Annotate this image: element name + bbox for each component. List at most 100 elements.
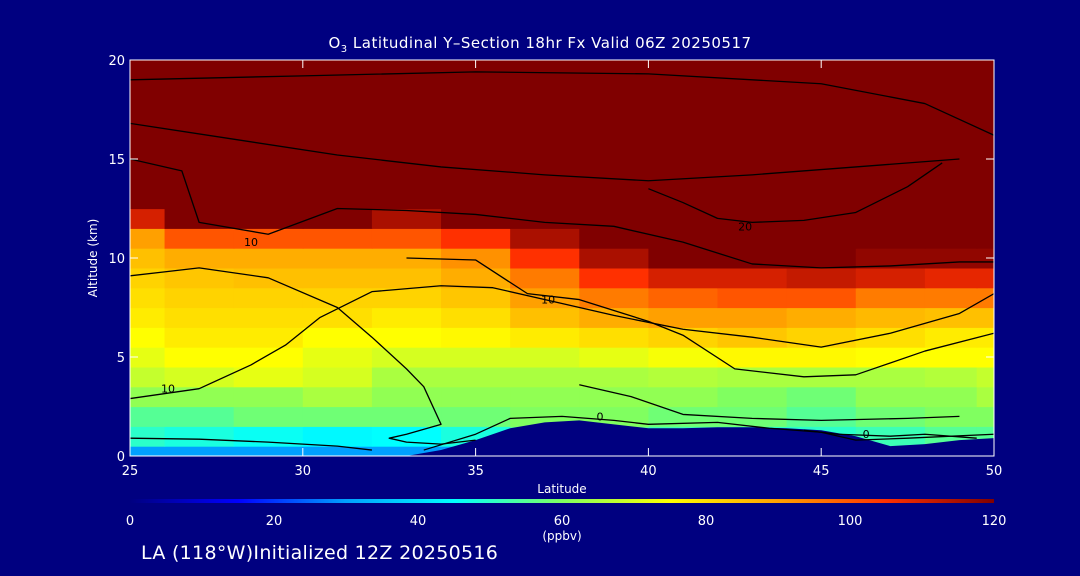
colorbar-label: (ppbv) — [542, 529, 581, 543]
concentration-cell — [441, 287, 511, 309]
concentration-cell — [924, 366, 978, 388]
concentration-cell — [924, 347, 978, 368]
colorbar-tick-label: 60 — [554, 514, 571, 529]
concentration-cell — [976, 178, 994, 210]
contour-label: 10 — [541, 294, 555, 307]
concentration-cell — [976, 366, 994, 388]
concentration-cell — [855, 307, 926, 328]
concentration-cell — [164, 287, 235, 309]
concentration-cell — [855, 386, 926, 408]
concentration-cell — [976, 208, 994, 229]
contour-line — [130, 158, 994, 269]
concentration-cell — [717, 178, 788, 210]
contour-label: 0 — [597, 410, 604, 423]
concentration-cell — [302, 406, 373, 427]
concentration-cell — [786, 366, 857, 388]
title-text: Latitudinal Y–Section 18hr Fx Valid 06Z … — [347, 34, 752, 52]
concentration-cell — [371, 307, 442, 328]
concentration-cell — [510, 228, 580, 249]
concentration-cell — [786, 406, 857, 427]
title-species-subscript: 3 — [340, 44, 348, 55]
concentration-cell — [924, 287, 978, 309]
concentration-cell — [164, 386, 235, 408]
concentration-cell — [164, 426, 235, 447]
concentration-cell — [579, 386, 649, 408]
concentration-cell — [648, 287, 719, 309]
concentration-cell — [164, 60, 235, 111]
concentration-cell — [233, 248, 304, 269]
concentration-cell — [233, 446, 304, 456]
concentration-cell — [302, 208, 373, 229]
concentration-cell — [648, 178, 719, 210]
concentration-cell — [441, 366, 511, 388]
concentration-cell — [976, 228, 994, 249]
concentration-cell — [371, 347, 442, 368]
colorbar-tick-label: 100 — [838, 514, 863, 529]
concentration-cell — [371, 327, 442, 348]
concentration-cell — [130, 228, 166, 249]
concentration-cell — [164, 307, 235, 328]
concentration-cell — [855, 228, 926, 249]
concentration-cell — [441, 386, 511, 408]
concentration-cell — [302, 267, 373, 289]
concentration-cell — [717, 307, 788, 328]
contour-line — [406, 257, 994, 378]
concentration-cell — [924, 208, 978, 229]
concentration-cell — [130, 60, 166, 111]
concentration-cell — [855, 178, 926, 210]
concentration-cell — [855, 60, 926, 111]
concentration-cell — [130, 287, 166, 309]
concentration-cell — [510, 347, 580, 368]
x-axis: 25 30 35 40 45 50 — [122, 60, 1003, 479]
concentration-cell — [855, 327, 926, 348]
concentration-cell — [579, 347, 649, 368]
concentration-cell — [579, 60, 649, 111]
concentration-cell — [855, 366, 926, 388]
footer-initialization: LA (118°W)Initialized 12Z 20250516 — [141, 542, 499, 564]
concentration-cell — [130, 347, 166, 368]
concentration-cell — [648, 267, 719, 289]
contour-line — [803, 429, 977, 439]
y-tick-label: 5 — [117, 351, 125, 366]
concentration-cell — [717, 347, 788, 368]
concentration-cell — [924, 386, 978, 408]
concentration-cell — [302, 327, 373, 348]
concentration-cell — [579, 327, 649, 348]
concentration-cell — [510, 327, 580, 348]
concentration-cell — [579, 208, 649, 229]
contour-label: 10 — [161, 383, 175, 396]
concentration-cell — [786, 327, 857, 348]
chart-title: O3 Latitudinal Y–Section 18hr Fx Valid 0… — [0, 34, 1080, 55]
x-tick-label: 25 — [122, 464, 139, 479]
concentration-cell — [441, 109, 511, 180]
concentration-cell — [579, 228, 649, 249]
concentration-cell — [924, 109, 978, 180]
concentration-cell — [371, 60, 442, 111]
concentration-cell — [976, 60, 994, 111]
concentration-cell — [855, 109, 926, 180]
concentration-cell — [302, 347, 373, 368]
x-axis-label: Latitude — [537, 482, 586, 496]
contour-line — [130, 71, 994, 136]
concentration-cell — [976, 267, 994, 289]
contour-line — [130, 122, 960, 182]
concentration-cell — [441, 307, 511, 328]
concentration-cell — [233, 386, 304, 408]
concentration-cell — [233, 228, 304, 249]
concentration-cell — [130, 267, 166, 289]
concentration-cell — [717, 248, 788, 269]
x-tick-label: 50 — [986, 464, 1003, 479]
concentration-cell — [233, 287, 304, 309]
concentration-cell — [976, 386, 994, 408]
colorbar-tick-label: 80 — [698, 514, 715, 529]
concentration-cell — [164, 446, 235, 456]
concentration-cell — [302, 248, 373, 269]
concentration-cell — [786, 60, 857, 111]
concentration-cell — [510, 386, 580, 408]
colorbar-tick-label: 40 — [410, 514, 427, 529]
concentration-cell — [441, 248, 511, 269]
concentration-cell — [302, 60, 373, 111]
concentration-cell — [648, 406, 719, 427]
concentration-cell — [371, 109, 442, 180]
